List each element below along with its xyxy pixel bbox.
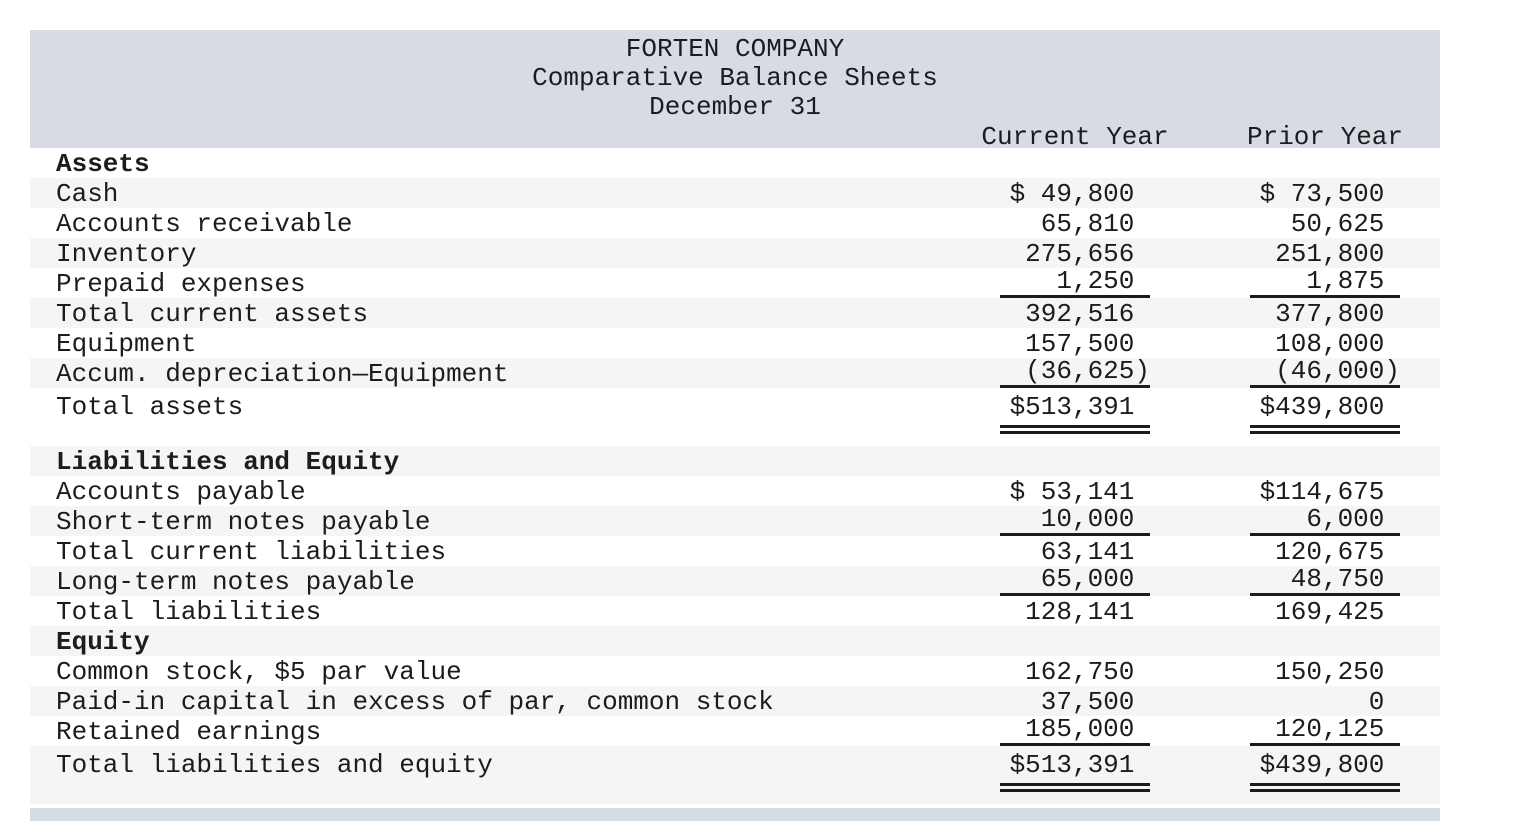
table-row: Common stock, $5 par value 162,750 150,25… [30,656,1440,686]
prior-year-value: $439,800 [1250,394,1400,434]
row-label: Assets [56,151,150,178]
table-row: Accounts payable $ 53,141 $114,675 [30,476,1440,506]
row-label: Inventory [56,241,197,268]
row-label: Equipment [56,331,197,358]
table-row: Cash $ 49,800 $ 73,500 [30,178,1440,208]
row-label: Liabilities and Equity [56,449,400,476]
current-year-value: 1,250 [1000,268,1150,298]
table-row: Prepaid expenses 1,250 1,875 [30,268,1440,298]
prior-year-value: 50,625 [1290,209,1400,239]
prior-year-value: 0 [1368,687,1400,717]
table-row: Assets [30,148,1440,178]
prior-year-value: 1,875 [1250,268,1400,298]
current-year-value: 63,141 [1040,537,1150,567]
current-year-value: $513,391 [1000,394,1150,434]
current-year-value: 157,500 [1025,329,1150,359]
prior-year-value: 120,675 [1275,537,1400,567]
table-row: Liabilities and Equity [30,446,1440,476]
company-name: FORTEN COMPANY [625,34,845,64]
table-row: Total liabilities and equity $513,391 $43… [30,746,1440,804]
table-row: Total liabilities 128,141 169,425 [30,596,1440,626]
row-label: Total current assets [56,301,369,328]
statement-header-band: FORTEN COMPANY Comparative Balance Sheet… [30,30,1440,152]
prior-year-value: $ 73,500 [1259,179,1400,209]
row-label: Retained earnings [56,719,322,746]
current-year-value: 128,141 [1025,597,1150,627]
row-label: Total current liabilities [56,539,447,566]
current-year-value: 10,000 [1000,506,1150,536]
current-year-value: $ 49,800 [1009,179,1150,209]
current-year-value: 162,750 [1025,657,1150,687]
table-row: Total assets $513,391 $439,800 [30,388,1440,446]
row-label: Cash [56,181,119,208]
prior-year-value: 48,750 [1250,566,1400,596]
prior-year-value: $114,675 [1259,477,1400,507]
table-row: Total current assets 392,516 377,800 [30,298,1440,328]
prior-year-value: 169,425 [1275,597,1400,627]
row-label: Accounts receivable [56,211,353,238]
current-year-value: $ 53,141 [1009,477,1150,507]
current-year-value: 65,810 [1040,209,1150,239]
next-section-band [30,808,1440,821]
current-year-value: 392,516 [1025,299,1150,329]
row-label: Total liabilities [56,599,322,626]
row-label: Total liabilities and equity [56,752,493,779]
column-header-current-year: Current Year [981,122,1169,152]
row-label: Common stock, $5 par value [56,659,462,686]
row-label: Accounts payable [56,479,306,506]
prior-year-value: $439,800 [1250,752,1400,792]
statement-title: Comparative Balance Sheets [532,63,938,93]
table-row: Equipment 157,500 108,000 [30,328,1440,358]
current-year-value: 65,000 [1000,566,1150,596]
prior-year-value: 108,000 [1275,329,1400,359]
row-label: Accum. depreciation—Equipment [56,361,509,388]
column-header-prior-year: Prior Year [1246,122,1404,152]
row-label: Short-term notes payable [56,509,431,536]
prior-year-value: 6,000 [1250,506,1400,536]
row-label: Total assets [56,394,244,421]
row-label: Equity [56,629,150,656]
table-row: Total current liabilities 63,141 120,675 [30,536,1440,566]
balance-sheet-rows: Assets Cash $ 49,800 $ 73,500 Accounts rec… [30,148,1440,804]
current-year-value: $513,391 [1000,752,1150,792]
column-header-row: Current Year Prior Year [30,122,1440,152]
row-label: Prepaid expenses [56,271,306,298]
prior-year-value: 377,800 [1275,299,1400,329]
table-row: Short-term notes payable 10,000 6,000 [30,506,1440,536]
prior-year-value: 251,800 [1275,239,1400,269]
table-row: Long-term notes payable 65,000 48,750 [30,566,1440,596]
current-year-value: 37,500 [1040,687,1150,717]
current-year-value: 185,000 [1000,716,1150,746]
table-row: Accum. depreciation—Equipment (36,625) (46… [30,358,1440,388]
table-row: Accounts receivable 65,810 50,625 [30,208,1440,238]
row-label: Long-term notes payable [56,569,415,596]
statement-date: December 31 [649,92,821,122]
prior-year-value: 150,250 [1275,657,1400,687]
table-row: Inventory 275,656 251,800 [30,238,1440,268]
current-year-value: (36,625) [1000,358,1150,388]
current-year-value: 275,656 [1025,239,1150,269]
prior-year-value: 120,125 [1250,716,1400,746]
balance-sheet: FORTEN COMPANY Comparative Balance Sheet… [30,30,1440,804]
prior-year-value: (46,000) [1250,358,1400,388]
row-label: Paid-in capital in excess of par, common… [56,689,774,716]
table-row: Retained earnings 185,000 120,125 [30,716,1440,746]
table-row: Equity [30,626,1440,656]
table-row: Paid-in capital in excess of par, common… [30,686,1440,716]
